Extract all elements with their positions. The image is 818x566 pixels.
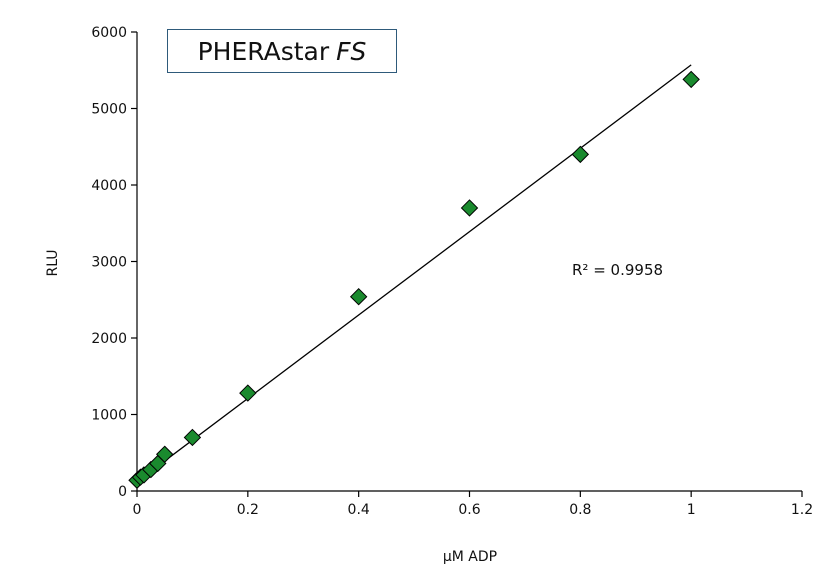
data-points bbox=[128, 70, 700, 489]
x-tick-label: 0.4 bbox=[348, 502, 370, 518]
y-tick-label: 0 bbox=[118, 484, 127, 500]
data-point bbox=[349, 287, 368, 306]
x-tick-label: 1 bbox=[687, 502, 696, 518]
y-axis-ticks: 0 1000 2000 3000 4000 5000 6000 bbox=[91, 25, 137, 500]
y-tick-label: 4000 bbox=[91, 178, 127, 194]
data-point bbox=[183, 428, 202, 447]
x-tick-label: 0.2 bbox=[237, 502, 259, 518]
instrument-label-plain: PHERAstar bbox=[197, 36, 330, 66]
y-tick-label: 3000 bbox=[91, 255, 127, 271]
y-tick-label: 2000 bbox=[91, 331, 127, 347]
axes bbox=[136, 32, 802, 492]
y-tick-label: 1000 bbox=[91, 408, 127, 424]
x-tick-label: 0 bbox=[133, 502, 142, 518]
x-axis-ticks: 0 0.2 0.4 0.6 0.8 1 1.2 bbox=[133, 491, 813, 518]
x-axis-title: μM ADP bbox=[443, 549, 497, 565]
y-tick-label: 5000 bbox=[91, 102, 127, 118]
data-point bbox=[571, 145, 590, 164]
y-tick-label: 6000 bbox=[91, 25, 127, 41]
instrument-label-italic: FS bbox=[336, 36, 367, 66]
instrument-label-box: PHERAstar FS bbox=[167, 29, 397, 73]
x-tick-label: 0.8 bbox=[569, 502, 591, 518]
data-point bbox=[239, 384, 257, 402]
data-point bbox=[682, 70, 700, 89]
x-tick-label: 1.2 bbox=[791, 502, 813, 518]
data-point bbox=[156, 445, 174, 463]
y-axis-title: RLU bbox=[45, 249, 61, 276]
x-tick-label: 0.6 bbox=[458, 502, 480, 518]
trendline bbox=[136, 64, 692, 483]
data-point bbox=[460, 199, 479, 217]
r-squared-annotation: R² = 0.9958 bbox=[572, 261, 663, 279]
